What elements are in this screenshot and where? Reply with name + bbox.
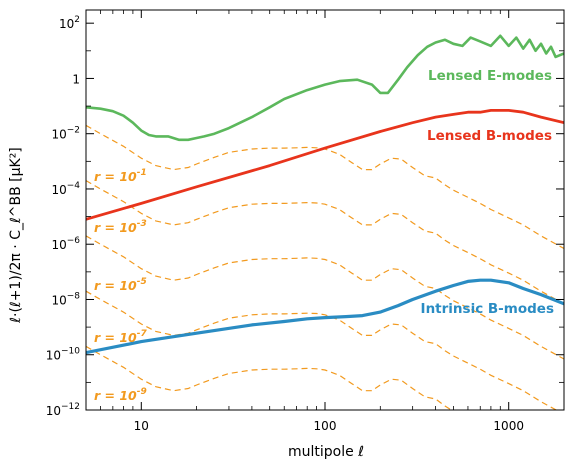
tensor-label-3: r = 10-5 — [94, 277, 147, 293]
series-label-lensed-b-modes: Lensed B-modes — [427, 128, 552, 144]
tensor-curve-r-2 — [86, 180, 564, 305]
y-tick-label: 1 — [72, 72, 80, 86]
series-labels: Lensed E-modes Lensed B-modes Intrinsic B-… — [94, 68, 554, 403]
tensor-curve-r-5 — [86, 345, 453, 410]
series-label-intrinsic-b-modes: Intrinsic B-modes — [421, 301, 554, 317]
tensor-curve-r-3 — [86, 235, 564, 360]
tensor-label-4: r = 10-7 — [94, 329, 147, 345]
y-tick-label: 102 — [59, 15, 80, 31]
y-tick-label: 10−10 — [46, 347, 81, 363]
series-line-lensed-b-modes — [86, 109, 564, 221]
tensor-curve-r-1 — [86, 124, 564, 250]
series-line-intrinsic-b-modes — [86, 278, 564, 355]
y-tick-label: 10−6 — [51, 236, 80, 252]
y-tick-label: 10−8 — [51, 291, 80, 307]
x-tick-label: 100 — [314, 419, 337, 433]
axis-ticks: 10 100 1000 10−12 10−10 10−8 10−6 10−4 10−2 1 102 — [46, 10, 564, 433]
x-axis-label: multipole ℓ — [288, 444, 364, 460]
y-tick-label: 10−4 — [51, 181, 80, 197]
series-line-lensed-e-modes — [86, 34, 564, 142]
x-tick-label: 1000 — [493, 419, 524, 433]
series-label-lensed-e-modes: Lensed E-modes — [428, 68, 552, 84]
tensor-label-1: r = 10-1 — [94, 168, 147, 184]
y-tick-label: 10−2 — [51, 126, 80, 142]
tensor-label-2: r = 10-3 — [94, 219, 147, 235]
x-tick-label: 10 — [134, 419, 149, 433]
chart-curves — [86, 34, 564, 410]
y-tick-label: 10−12 — [46, 402, 80, 418]
y-axis-label: ℓ·(ℓ+1)/2π · C_ℓ^BB [μK²] — [8, 147, 24, 324]
tensor-label-5: r = 10-9 — [94, 387, 147, 403]
